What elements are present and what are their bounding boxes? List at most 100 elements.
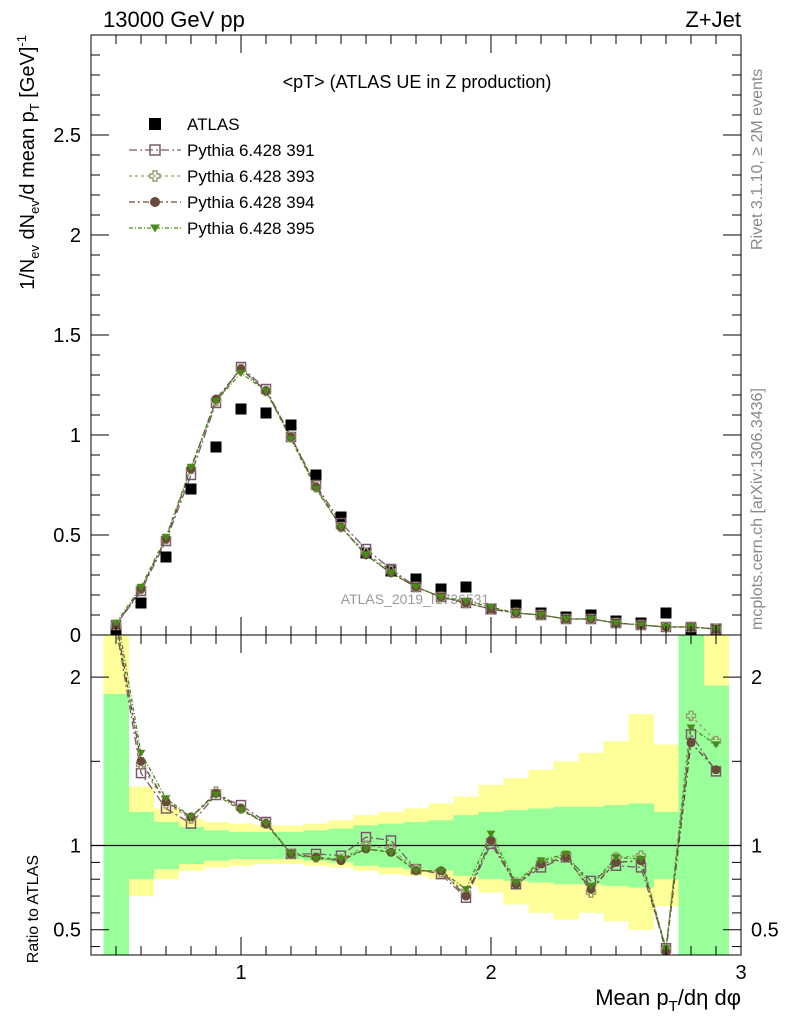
ratio-y-tick-label: 0.5: [53, 920, 81, 942]
x-tick-label: 3: [735, 962, 746, 984]
main-y-tick-label: 1: [70, 425, 81, 447]
main-point-p395: [636, 621, 646, 630]
ratio-y-tick-label: 2: [70, 667, 81, 689]
main-panel-ticks: 0 0.5 1 1.5 2 2.5: [53, 35, 741, 647]
main-point-p395: [561, 615, 571, 624]
main-y-tick-label: 0: [70, 625, 81, 647]
legend-marker-p394: [150, 197, 160, 207]
main-point-data: [135, 597, 147, 609]
main-point-data: [410, 573, 422, 585]
main-point-data: [260, 407, 272, 419]
ratio-y-tick-label-right: 1: [751, 836, 762, 858]
main-point-p395: [211, 397, 221, 406]
main-point-p395: [536, 611, 546, 620]
ratio-point-p394: [136, 756, 146, 766]
main-y-tick-label: 2.5: [53, 125, 81, 147]
ratio-point-p395: [511, 879, 521, 887]
ratio-point-p395: [436, 867, 446, 875]
header-left: 13000 GeV pp: [103, 7, 245, 32]
ratio-point-p395: [236, 807, 246, 815]
main-point-p395: [111, 619, 121, 628]
legend-label-p394: Pythia 6.428 394: [187, 193, 315, 212]
main-point-p395: [311, 485, 321, 494]
main-point-p395: [386, 569, 396, 578]
x-tick-label: 1: [235, 962, 246, 984]
main-point-p395: [411, 583, 421, 592]
main-point-p395: [236, 369, 246, 378]
ratio-point-p395: [586, 882, 596, 890]
main-point-p395: [586, 615, 596, 624]
main-point-p395: [436, 593, 446, 602]
main-point-data: [510, 599, 522, 611]
main-point-data: [285, 419, 297, 431]
mcplots-text: mcplots.cern.ch [arXiv:1306.3436]: [749, 388, 766, 630]
legend-label-data: ATLAS: [187, 115, 240, 134]
ratio-point-p395: [136, 749, 146, 757]
ratio-y-axis-label: Ratio to ATLAS: [25, 855, 42, 963]
ratio-point-p394: [611, 857, 621, 867]
main-point-data: [460, 581, 472, 593]
rivet-version-text: Rivet 3.1.10, ≥ 2M events: [749, 69, 766, 250]
ratio-y-tick-label: 1: [70, 836, 81, 858]
ratio-y-tick-label-right: 2: [751, 667, 762, 689]
main-point-data: [160, 551, 172, 563]
main-y-axis-label: 1/Nev dNev/d mean pT [GeV]-1: [14, 35, 42, 290]
x-axis-label: Mean pT/dη dφ: [595, 985, 741, 1015]
main-point-data: [335, 511, 347, 523]
main-point-p395: [161, 533, 171, 542]
ratio-point-p395: [486, 830, 496, 838]
legend-marker-p395: [150, 224, 160, 233]
ratio-point-p394: [711, 765, 721, 775]
ratio-point-p395: [361, 845, 371, 853]
main-point-p395: [361, 551, 371, 560]
ratio-point-p395: [386, 849, 396, 857]
ratio-point-p395: [411, 867, 421, 875]
ratio-point-p394: [486, 835, 496, 845]
legend-label-p391: Pythia 6.428 391: [187, 141, 315, 160]
main-point-p395: [486, 603, 496, 612]
plot-title: <pT> (ATLAS UE in Z production): [283, 72, 552, 92]
analysis-watermark: ATLAS_2019_I1736531: [341, 591, 490, 607]
main-point-data: [310, 469, 322, 481]
main-point-data: [435, 583, 447, 595]
main-point-p395: [336, 523, 346, 532]
ratio-point-p395: [461, 886, 471, 894]
ratio-point-p395: [611, 854, 621, 862]
ratio-inner-band-bin: [703, 685, 729, 955]
main-point-p395: [461, 597, 471, 606]
ratio-point-p393: [685, 710, 697, 722]
header-right: Z+Jet: [685, 7, 741, 32]
legend-marker-data: [149, 118, 161, 130]
main-panel-plot: [110, 361, 722, 635]
x-tick-label: 2: [485, 962, 496, 984]
ratio-inner-band-bin: [103, 693, 129, 955]
legend-label-p393: Pythia 6.428 393: [187, 167, 315, 186]
legend-label-p395: Pythia 6.428 395: [187, 219, 315, 238]
main-y-tick-label: 0.5: [53, 525, 81, 547]
ratio-point-p394: [461, 891, 471, 901]
main-point-p395: [136, 583, 146, 592]
ratio-point-p394: [686, 738, 696, 748]
ratio-point-p395: [336, 855, 346, 864]
main-point-data: [185, 483, 197, 495]
ratio-point-p395: [211, 791, 221, 800]
ratio-point-p395: [161, 795, 171, 803]
main-point-data: [210, 441, 222, 453]
main-y-tick-label: 1.5: [53, 325, 81, 347]
main-point-data: [660, 607, 672, 619]
legend: ATLAS Pythia 6.428 391 Pythia 6.428 393 Pyt…: [129, 115, 315, 238]
ratio-uncertainty-bands: [103, 635, 729, 955]
ratio-y-tick-label-right: 0.5: [751, 920, 779, 942]
ratio-point-p395: [686, 724, 696, 732]
ratio-point-p395: [286, 850, 296, 858]
legend-marker-p393: [149, 170, 161, 182]
ratio-panel-ticks: 0.5 0.5 1 1 2 2 1 2 3: [53, 635, 779, 984]
ratio-point-p395: [636, 855, 646, 864]
ratio-point-p395: [311, 855, 321, 864]
ratio-point-p395: [561, 850, 571, 858]
ratio-point-p395: [186, 813, 196, 821]
ratio-point-p395: [261, 820, 271, 828]
ratio-panel-plot: [91, 607, 741, 955]
ratio-point-p395: [112, 607, 121, 614]
